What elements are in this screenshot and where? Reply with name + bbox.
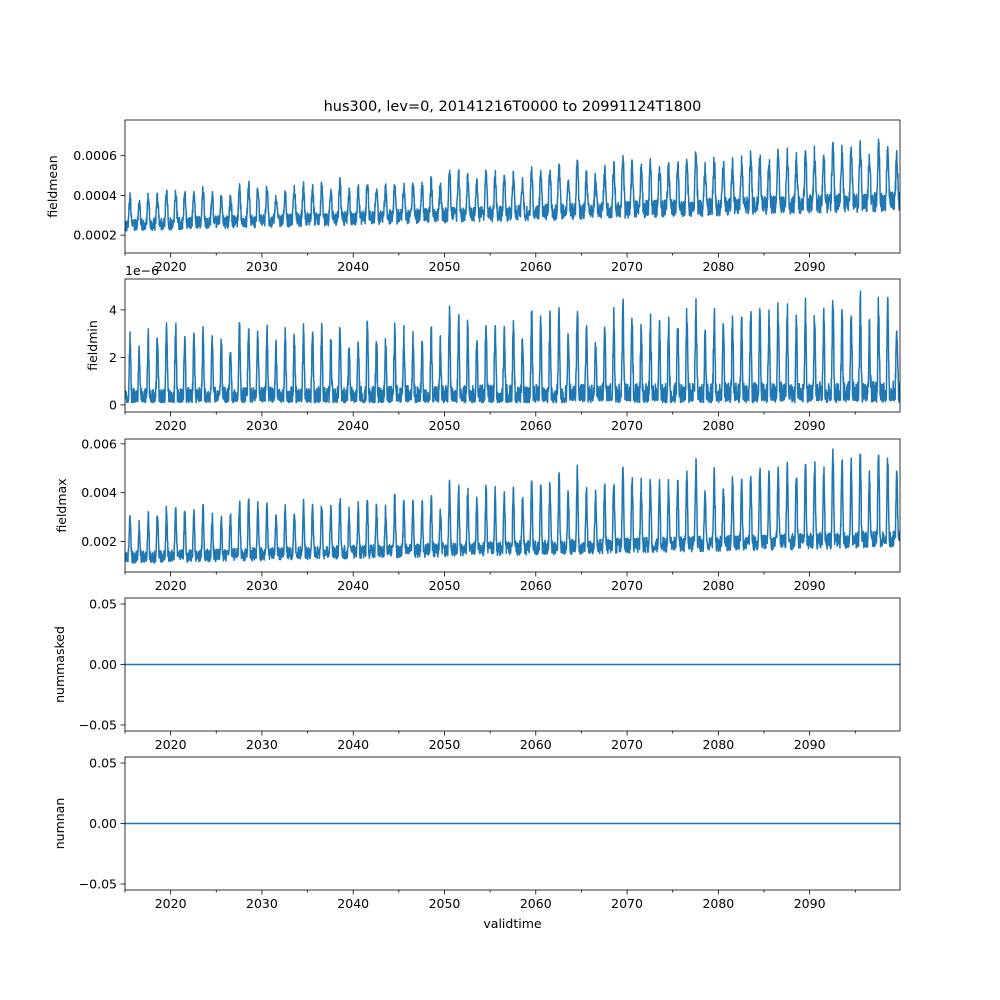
series-line-fieldmean bbox=[125, 138, 900, 232]
y-axis-label: nummasked bbox=[52, 626, 67, 703]
y-tick-label: −0.05 bbox=[79, 876, 117, 891]
y-tick-label: 0.00 bbox=[89, 816, 117, 831]
y-axis-label: fieldmin bbox=[85, 320, 100, 371]
x-tick-label: 2040 bbox=[337, 737, 369, 752]
x-tick-label: 2030 bbox=[246, 259, 278, 274]
series-line-fieldmax bbox=[125, 448, 900, 564]
x-tick-label: 2080 bbox=[702, 418, 734, 433]
x-tick-label: 2070 bbox=[611, 259, 643, 274]
x-tick-label: 2060 bbox=[520, 259, 552, 274]
x-tick-label: 2020 bbox=[155, 418, 187, 433]
x-tick-label: 2020 bbox=[155, 896, 187, 911]
panel-numnan: 2020 2030 2040 2050 2060 2070 2080 2090 −0.05 0.0… bbox=[52, 756, 901, 931]
x-tick-label: 2080 bbox=[702, 896, 734, 911]
axes-frame bbox=[124, 278, 901, 413]
x-axis-label: validtime bbox=[483, 916, 541, 931]
panels: 2020 2030 2040 2050 2060 2070 2080 20900.00020.… bbox=[45, 119, 901, 931]
x-tick-label: 2080 bbox=[702, 737, 734, 752]
x-tick-label: 2040 bbox=[337, 259, 369, 274]
y-tick-label: 0.004 bbox=[81, 485, 117, 500]
y-tick-label: 0.00 bbox=[89, 657, 117, 672]
x-tick-label: 2040 bbox=[337, 578, 369, 593]
x-tick-label: 2040 bbox=[337, 418, 369, 433]
x-tick-label: 2090 bbox=[794, 737, 826, 752]
x-tick-label: 2050 bbox=[429, 896, 461, 911]
x-tick-label: 2070 bbox=[611, 418, 643, 433]
x-tick-label: 2050 bbox=[429, 578, 461, 593]
x-tick-label: 2030 bbox=[246, 418, 278, 433]
x-tick-label: 2090 bbox=[794, 259, 826, 274]
axes-frame bbox=[124, 438, 901, 573]
x-tick-label: 2070 bbox=[611, 896, 643, 911]
x-tick-label: 2060 bbox=[520, 578, 552, 593]
x-tick-label: 2060 bbox=[520, 737, 552, 752]
x-tick-label: 2080 bbox=[702, 578, 734, 593]
y-offset-text: 1e−6 bbox=[125, 263, 159, 278]
y-tick-label: 2 bbox=[109, 350, 117, 365]
y-axis-label: fieldmax bbox=[54, 478, 69, 532]
y-tick-label: 4 bbox=[109, 302, 117, 317]
axes-frame bbox=[124, 119, 901, 254]
x-tick-label: 2090 bbox=[794, 418, 826, 433]
y-tick-label: 0.05 bbox=[89, 756, 117, 771]
panel-fieldmean: 2020 2030 2040 2050 2060 2070 2080 2090 0.0002 0.… bbox=[45, 119, 901, 274]
y-tick-label: 0 bbox=[109, 397, 117, 412]
x-tick-label: 2090 bbox=[794, 578, 826, 593]
y-tick-label: 0.0006 bbox=[73, 148, 117, 163]
panel-fieldmin: 2020 2030 2040 2050 2060 2070 2080 2090 0 2 4 1e−6 f… bbox=[85, 263, 901, 433]
x-tick-label: 2070 bbox=[611, 737, 643, 752]
panel-fieldmax: 2020 2030 2040 2050 2060 2070 2080 2090 0.002 0.0… bbox=[54, 436, 901, 593]
x-tick-label: 2020 bbox=[155, 259, 187, 274]
x-tick-label: 2040 bbox=[337, 896, 369, 911]
x-tick-label: 2080 bbox=[702, 259, 734, 274]
y-axis-label: fieldmean bbox=[45, 155, 60, 217]
series-line-fieldmin bbox=[125, 290, 900, 404]
y-tick-label: 0.0004 bbox=[73, 188, 117, 203]
y-axis-label: numnan bbox=[52, 798, 67, 850]
y-tick-label: 0.0002 bbox=[73, 228, 117, 243]
x-tick-label: 2050 bbox=[429, 418, 461, 433]
x-tick-label: 2090 bbox=[794, 896, 826, 911]
figure-title: hus300, lev=0, 20141216T0000 to 20991124… bbox=[324, 99, 702, 115]
x-tick-label: 2050 bbox=[429, 737, 461, 752]
x-tick-label: 2030 bbox=[246, 737, 278, 752]
x-tick-label: 2030 bbox=[246, 578, 278, 593]
x-tick-label: 2060 bbox=[520, 896, 552, 911]
x-tick-label: 2020 bbox=[155, 578, 187, 593]
y-tick-label: 0.05 bbox=[89, 597, 117, 612]
x-tick-label: 2020 bbox=[155, 737, 187, 752]
y-tick-label: −0.05 bbox=[79, 717, 117, 732]
x-tick-label: 2030 bbox=[246, 896, 278, 911]
y-tick-label: 0.006 bbox=[81, 436, 117, 451]
panel-nummasked: 2020 2030 2040 2050 2060 2070 2080 2090 −0.05 0.0… bbox=[52, 597, 901, 752]
y-tick-label: 0.002 bbox=[81, 534, 117, 549]
x-tick-label: 2060 bbox=[520, 418, 552, 433]
x-tick-label: 2070 bbox=[611, 578, 643, 593]
x-tick-label: 2050 bbox=[429, 259, 461, 274]
